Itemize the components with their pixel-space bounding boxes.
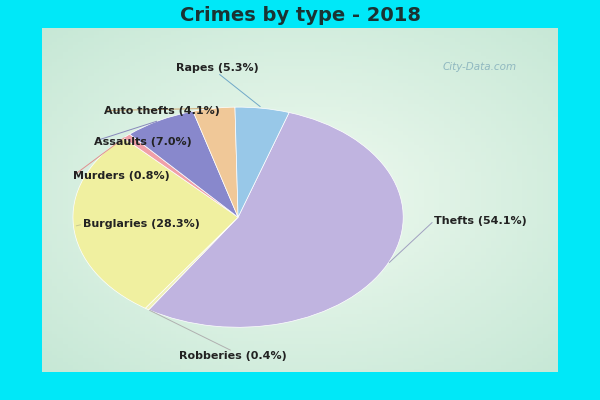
Text: Auto thefts (4.1%): Auto thefts (4.1%) xyxy=(104,106,220,116)
Wedge shape xyxy=(145,217,238,310)
Wedge shape xyxy=(235,107,289,217)
Text: Burglaries (28.3%): Burglaries (28.3%) xyxy=(83,219,200,229)
Text: Rapes (5.3%): Rapes (5.3%) xyxy=(176,63,259,73)
Wedge shape xyxy=(149,112,403,327)
Wedge shape xyxy=(193,107,238,217)
Text: Thefts (54.1%): Thefts (54.1%) xyxy=(434,216,527,226)
Text: Murders (0.8%): Murders (0.8%) xyxy=(73,171,170,181)
Text: City-Data.com: City-Data.com xyxy=(443,62,517,72)
Wedge shape xyxy=(73,138,238,308)
Wedge shape xyxy=(130,111,238,217)
Wedge shape xyxy=(124,134,238,217)
Text: Crimes by type - 2018: Crimes by type - 2018 xyxy=(179,6,421,25)
Text: Robberies (0.4%): Robberies (0.4%) xyxy=(179,351,287,361)
Text: Assaults (7.0%): Assaults (7.0%) xyxy=(94,136,191,146)
